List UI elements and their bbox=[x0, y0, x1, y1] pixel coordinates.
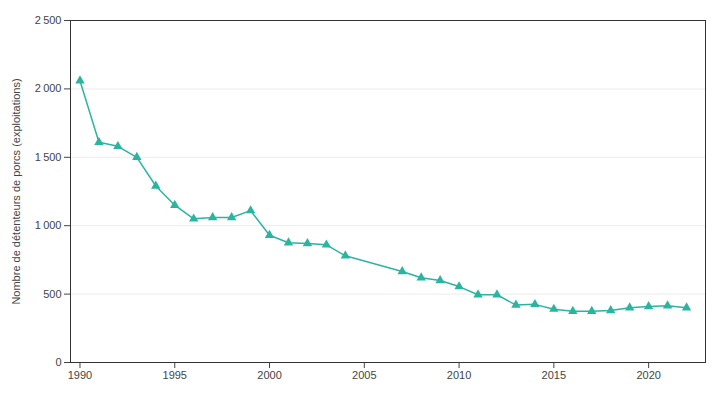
svg-text:Nombre de détenteurs de porcs: Nombre de détenteurs de porcs (exploitat… bbox=[10, 78, 22, 304]
svg-text:500: 500 bbox=[43, 288, 61, 300]
svg-text:2015: 2015 bbox=[542, 369, 566, 381]
svg-text:2010: 2010 bbox=[447, 369, 471, 381]
svg-text:1995: 1995 bbox=[163, 369, 187, 381]
svg-text:2005: 2005 bbox=[352, 369, 376, 381]
svg-text:2020: 2020 bbox=[636, 369, 660, 381]
svg-text:2 500: 2 500 bbox=[35, 14, 62, 26]
svg-text:1 500: 1 500 bbox=[35, 151, 62, 163]
svg-text:2 000: 2 000 bbox=[35, 82, 62, 94]
svg-text:2000: 2000 bbox=[257, 369, 281, 381]
svg-text:1990: 1990 bbox=[68, 369, 92, 381]
svg-text:1 000: 1 000 bbox=[35, 219, 62, 231]
svg-text:0: 0 bbox=[55, 356, 61, 368]
